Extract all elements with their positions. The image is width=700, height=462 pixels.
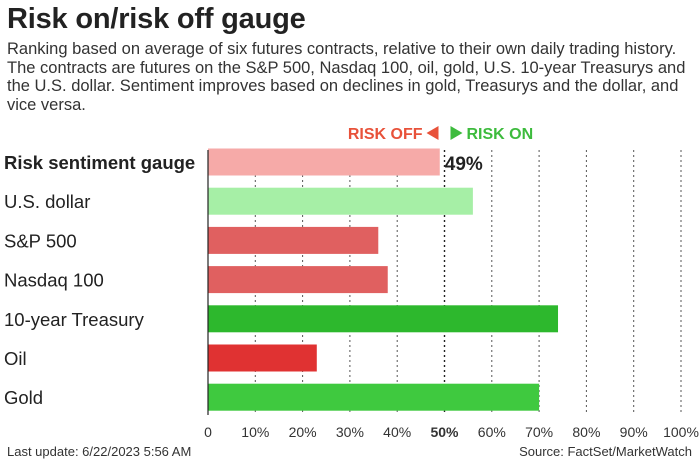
x-tick-label: 80% — [572, 424, 600, 440]
category-label: Gold — [4, 387, 43, 408]
category-label: Oil — [4, 348, 27, 369]
x-tick-label: 50% — [430, 424, 459, 440]
risk-off-arrow-icon — [426, 126, 439, 140]
x-tick-label: 20% — [289, 424, 317, 440]
bar — [208, 344, 317, 372]
x-tick-label: 90% — [620, 424, 648, 440]
x-tick-label: 10% — [241, 424, 269, 440]
x-tick-label: 60% — [478, 424, 506, 440]
risk-on-arrow-icon — [450, 126, 463, 140]
bar — [208, 383, 540, 411]
category-label: U.S. dollar — [4, 191, 90, 212]
x-tick-label: 40% — [383, 424, 411, 440]
x-tick-label: 30% — [336, 424, 364, 440]
category-label: Nasdaq 100 — [4, 270, 104, 291]
x-tick-label: 70% — [525, 424, 553, 440]
category-label: Risk sentiment gauge — [4, 152, 195, 173]
bar — [208, 148, 440, 176]
x-tick-label: 100% — [663, 424, 699, 440]
source-credit: Source: FactSet/MarketWatch — [519, 444, 692, 459]
risk-off-label: RISK OFF — [348, 126, 423, 143]
category-label: 10-year Treasury — [4, 309, 145, 330]
chart-title: Risk on/risk off gauge — [7, 3, 306, 35]
bar — [208, 266, 388, 294]
category-label: S&P 500 — [4, 230, 77, 251]
bar — [208, 305, 559, 333]
x-tick-label: 0 — [204, 424, 212, 440]
last-update: Last update: 6/22/2023 5:56 AM — [7, 444, 192, 459]
value-label: 49% — [445, 154, 483, 175]
bar — [208, 187, 473, 215]
risk-on-label: RISK ON — [467, 126, 534, 143]
chart-subtitle: Ranking based on average of six futures … — [7, 40, 686, 114]
bar — [208, 226, 379, 254]
